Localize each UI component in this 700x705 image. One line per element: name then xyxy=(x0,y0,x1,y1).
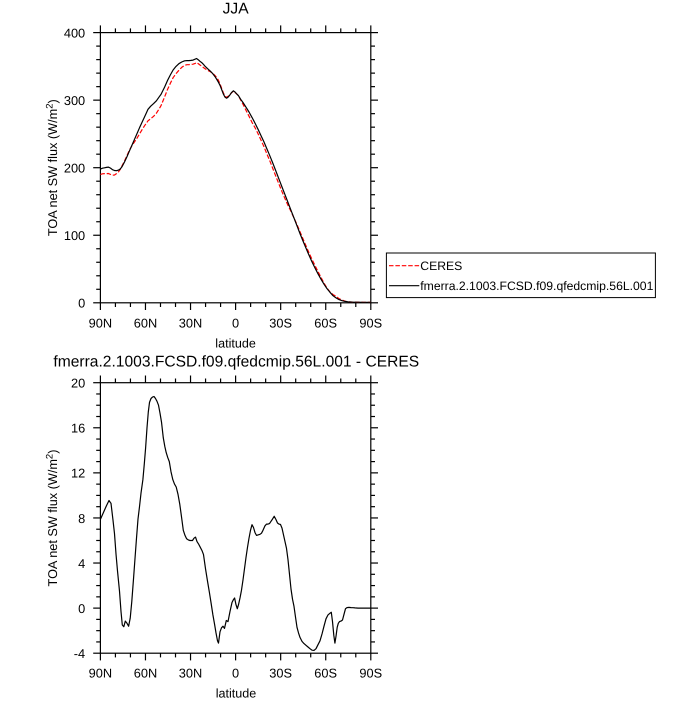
svg-text:400: 400 xyxy=(64,25,85,40)
svg-text:4: 4 xyxy=(78,556,85,571)
svg-text:30N: 30N xyxy=(179,315,202,330)
svg-text:90S: 90S xyxy=(359,665,382,680)
svg-text:20: 20 xyxy=(71,376,85,391)
svg-text:TOA net SW flux (W/m2): TOA net SW flux (W/m2) xyxy=(44,450,60,587)
svg-text:fmerra.2.1003.FCSD.f09.qfedcmi: fmerra.2.1003.FCSD.f09.qfedcmip.56L.001 … xyxy=(53,354,419,371)
svg-text:0: 0 xyxy=(78,601,85,616)
svg-text:0: 0 xyxy=(232,315,239,330)
svg-text:60S: 60S xyxy=(314,315,337,330)
svg-text:30S: 30S xyxy=(269,665,292,680)
svg-text:0: 0 xyxy=(78,296,85,311)
svg-text:200: 200 xyxy=(64,161,85,176)
svg-text:90S: 90S xyxy=(359,315,382,330)
svg-text:90N: 90N xyxy=(89,315,112,330)
svg-text:latitude: latitude xyxy=(216,686,257,700)
svg-text:-4: -4 xyxy=(74,646,85,661)
svg-text:8: 8 xyxy=(78,511,85,526)
svg-text:fmerra.2.1003.FCSD.f09.qfedcmi: fmerra.2.1003.FCSD.f09.qfedcmip.56L.001 xyxy=(420,279,653,293)
svg-text:90N: 90N xyxy=(89,665,112,680)
svg-text:TOA net SW flux (W/m2): TOA net SW flux (W/m2) xyxy=(44,99,60,236)
svg-text:30N: 30N xyxy=(179,665,202,680)
svg-text:30S: 30S xyxy=(269,315,292,330)
svg-text:300: 300 xyxy=(64,93,85,108)
svg-text:0: 0 xyxy=(232,665,239,680)
svg-text:latitude: latitude xyxy=(215,336,256,350)
svg-text:16: 16 xyxy=(71,421,85,436)
svg-text:CERES: CERES xyxy=(420,259,462,273)
svg-text:60N: 60N xyxy=(134,665,157,680)
svg-text:JJA: JJA xyxy=(223,1,250,18)
svg-text:100: 100 xyxy=(64,228,85,243)
svg-text:12: 12 xyxy=(71,466,85,481)
svg-text:60S: 60S xyxy=(314,665,337,680)
svg-text:60N: 60N xyxy=(134,315,157,330)
